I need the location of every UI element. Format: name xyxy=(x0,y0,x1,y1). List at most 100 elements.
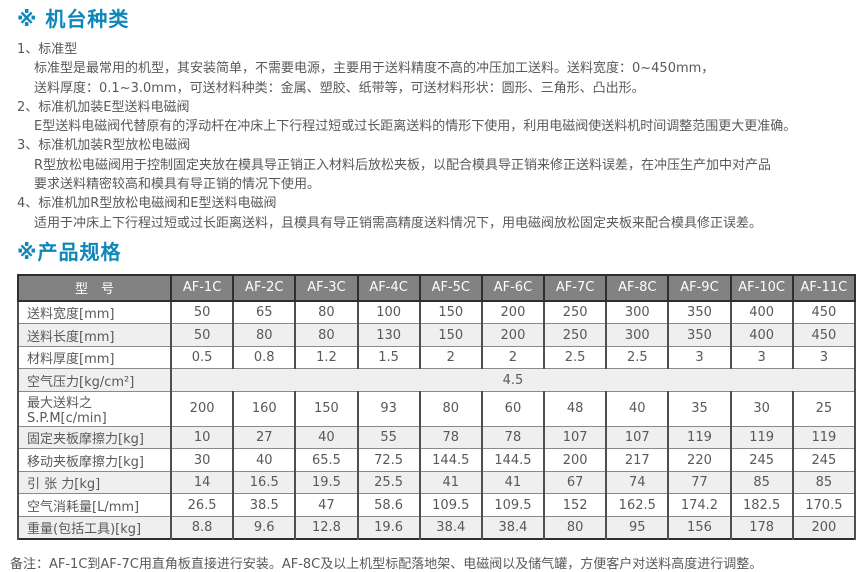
spec-cell: 174.2 xyxy=(667,493,732,517)
spec-cell: 200 xyxy=(169,390,235,427)
column-header: AF-2C xyxy=(232,273,297,302)
item-text-line: 要求送料精密较高和模具有导正销的情况下使用。 xyxy=(34,177,321,193)
spec-cell: 107 xyxy=(543,425,608,450)
spec-cell: 3 xyxy=(791,345,857,370)
spec-cell: 38.5 xyxy=(232,493,297,517)
spec-cell: 300 xyxy=(605,323,670,347)
spec-cell: 80 xyxy=(294,323,359,347)
spec-cell: 0.8 xyxy=(232,345,297,370)
spec-cell: 119 xyxy=(729,425,794,450)
spec-cell: 95 xyxy=(605,515,670,540)
table-row: 材料厚度[mm] 0.5 0.8 1.2 1.5 2 2 2.5 2.5 3 3 3 xyxy=(17,345,857,370)
spec-cell: 162.5 xyxy=(605,493,670,517)
spec-cell: 200 xyxy=(480,323,546,347)
table-row: 固定夹板摩擦力[kg] 10 27 40 55 78 78 107 107 119 119 119 xyxy=(17,425,857,450)
spec-cell: 80 xyxy=(418,390,483,427)
machine-type-item-3: 3、标准机加装R型放松电磁阀 R型放松电磁阀用于控制固定夹放在模具导正销正入材料… xyxy=(17,136,856,194)
spec-cell: 35 xyxy=(667,390,732,427)
spec-cell: 78 xyxy=(480,425,546,450)
column-header-model: 型 号 xyxy=(17,273,172,302)
spec-cell: 250 xyxy=(543,323,608,347)
spec-cell: 41 xyxy=(480,470,546,495)
spec-cell: 25 xyxy=(791,390,857,427)
spec-cell-merged: 4.5 xyxy=(170,368,856,392)
row-label: 固定夹板摩擦力[kg] xyxy=(17,425,172,450)
spec-cell: 150 xyxy=(418,300,483,325)
item-text-line: R型放松电磁阀用于控制固定夹放在模具导正销正入材料后放松夹板，以配合模具导正销来… xyxy=(34,157,772,173)
spec-cell: 8.8 xyxy=(169,515,235,540)
spec-cell: 30 xyxy=(729,390,794,427)
spec-cell: 220 xyxy=(667,448,732,472)
spec-cell: 1.2 xyxy=(294,345,359,370)
spec-cell: 25.5 xyxy=(356,470,421,495)
table-row: 送料长度[mm] 50 80 80 130 150 200 250 300 350 400 450 xyxy=(17,323,857,347)
spec-cell: 450 xyxy=(791,300,857,325)
spec-cell: 40 xyxy=(605,390,670,427)
spec-cell: 27 xyxy=(232,425,297,450)
table-row: 送料宽度[mm] 50 65 80 100 150 200 250 300 350 400 450 xyxy=(17,300,857,325)
spec-cell: 9.6 xyxy=(232,515,297,540)
row-label: 移动夹板摩擦力[kg] xyxy=(17,448,172,472)
spec-cell: 250 xyxy=(543,300,608,325)
spec-cell: 144.5 xyxy=(418,448,483,472)
item-heading: 3、标准机加装R型放松电磁阀 xyxy=(17,138,191,154)
spec-cell: 26.5 xyxy=(169,493,235,517)
spec-cell: 350 xyxy=(667,300,732,325)
spec-cell: 38.4 xyxy=(418,515,483,540)
spec-cell: 217 xyxy=(605,448,670,472)
spec-cell: 178 xyxy=(729,515,794,540)
spec-cell: 400 xyxy=(729,300,794,325)
item-text-line: 标准型是最常用的机型，其安装简单，不需要电源，主要用于送料精度不高的冲压加工送料… xyxy=(34,61,715,77)
spec-cell: 150 xyxy=(294,390,359,427)
column-header: AF-7C xyxy=(543,273,608,302)
spec-cell: 19.6 xyxy=(356,515,421,540)
spec-cell: 156 xyxy=(667,515,732,540)
column-header: AF-11C xyxy=(791,273,857,302)
spec-cell: 85 xyxy=(791,470,857,495)
column-header: AF-9C xyxy=(667,273,732,302)
spec-cell: 200 xyxy=(791,515,857,540)
spec-cell: 119 xyxy=(791,425,857,450)
spec-cell: 144.5 xyxy=(480,448,546,472)
spec-cell: 350 xyxy=(667,323,732,347)
table-row: 空气消耗量[L/mm] 26.5 38.5 47 58.6 109.5 109.5 152 16… xyxy=(17,493,857,517)
spec-cell: 40 xyxy=(294,425,359,450)
spec-cell: 41 xyxy=(418,470,483,495)
spec-cell: 12.8 xyxy=(294,515,359,540)
row-label: 引 张 力[kg] xyxy=(17,470,172,495)
item-heading: 1、标准型 xyxy=(17,42,78,57)
spec-cell: 58.6 xyxy=(356,493,421,517)
spec-cell: 107 xyxy=(605,425,670,450)
spec-cell: 19.5 xyxy=(294,470,359,495)
section-title-machine-types: ※ 机台种类 xyxy=(17,7,130,31)
table-row: 最大送料之S.P.M[c/min] 200 160 150 93 80 60 48 40 35 30… xyxy=(17,390,857,427)
spec-cell: 3 xyxy=(667,345,732,370)
spec-cell: 38.4 xyxy=(480,515,546,540)
spec-cell: 65.5 xyxy=(294,448,359,472)
spec-cell: 55 xyxy=(356,425,421,450)
spec-cell: 60 xyxy=(480,390,546,427)
spec-cell: 40 xyxy=(232,448,297,472)
machine-type-item-1: 1、标准型 标准型是最常用的机型，其安装简单，不需要电源，主要用于送料精度不高的… xyxy=(17,40,856,98)
spec-cell: 30 xyxy=(169,448,235,472)
spec-cell: 152 xyxy=(543,493,608,517)
spec-cell: 65 xyxy=(232,300,297,325)
spec-cell: 2.5 xyxy=(543,345,608,370)
column-header: AF-3C xyxy=(294,273,359,302)
spec-cell: 2 xyxy=(418,345,483,370)
spec-cell: 47 xyxy=(294,493,359,517)
spec-cell: 1.5 xyxy=(356,345,421,370)
spec-cell: 85 xyxy=(729,470,794,495)
spec-cell: 245 xyxy=(791,448,857,472)
spec-cell: 10 xyxy=(169,425,235,450)
column-header: AF-6C xyxy=(480,273,546,302)
spec-cell: 67 xyxy=(543,470,608,495)
spec-cell: 50 xyxy=(169,300,235,325)
spec-table: 型 号 AF-1C AF-2C AF-3C AF-4C AF-5C AF-6C AF-7C AF… xyxy=(17,273,857,541)
spec-cell: 119 xyxy=(667,425,732,450)
spec-cell: 80 xyxy=(543,515,608,540)
row-label: 送料长度[mm] xyxy=(17,323,172,347)
column-header: AF-8C xyxy=(605,273,670,302)
spec-cell: 100 xyxy=(356,300,421,325)
spec-cell: 48 xyxy=(543,390,608,427)
